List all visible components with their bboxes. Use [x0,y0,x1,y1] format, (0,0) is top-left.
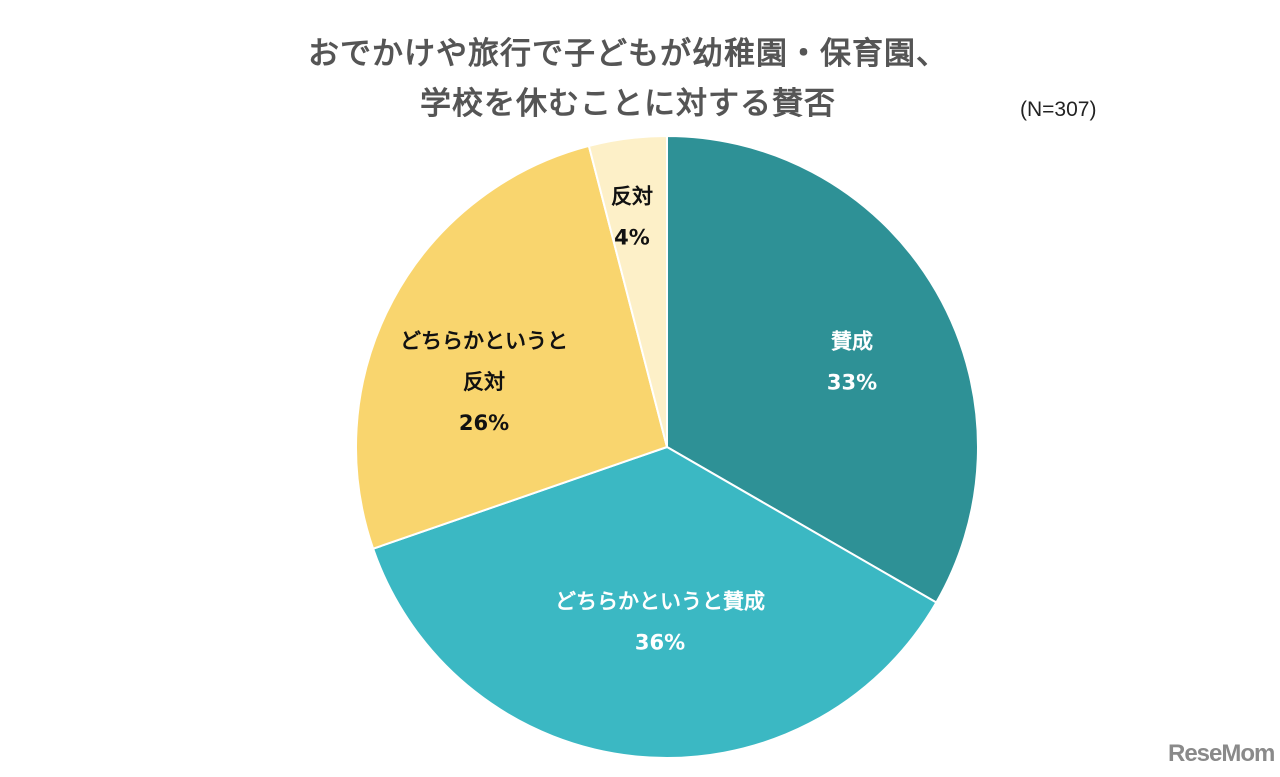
slice-value-label: 33% [827,371,877,395]
slice-value-label: 36% [635,631,685,655]
sample-size-note: (N=307) [1020,98,1097,121]
slice-value-label: 26% [459,411,509,435]
chart-title-line-1: おでかけや旅行で子どもが幼稚園・保育園、 [308,36,948,72]
slice-value-label: 4% [614,226,650,250]
pie-slice [371,445,938,759]
slice-category-label: 反対 [463,370,505,394]
slice-category-label: どちらかというと賛成 [555,590,765,614]
slice-category-label: どちらかというと [400,329,568,353]
chart-title-line-2: 学校を休むことに対する賛否 [420,86,836,122]
pie-slice [666,134,979,604]
pie-slice [355,144,669,550]
slice-category-label: 賛成 [831,330,873,354]
resemom-logo: ReseMom [1168,740,1275,767]
pie-slice [587,134,668,448]
slice-category-label: 反対 [611,185,653,209]
